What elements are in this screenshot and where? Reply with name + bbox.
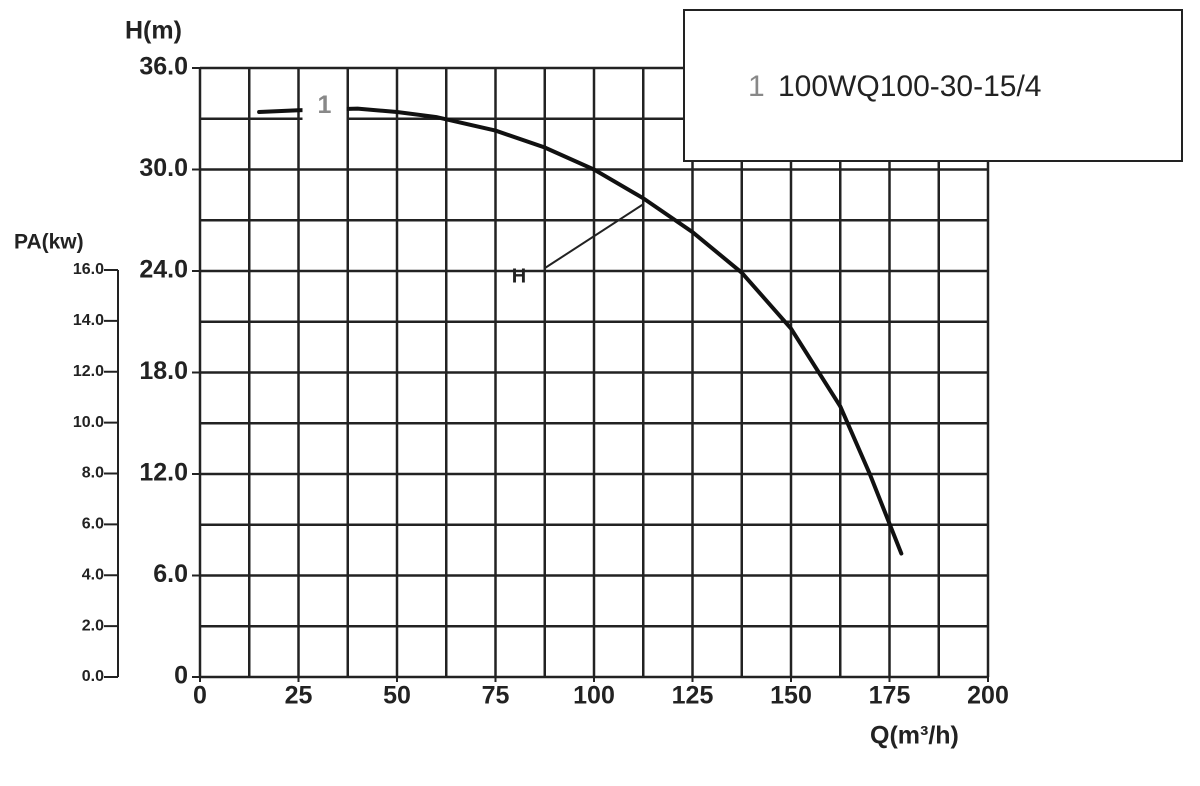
curve-label: 1 [318,91,332,119]
x-axis-label: Q(m³/h) [870,722,959,750]
x-tick-label: 200 [967,682,1009,710]
y-tick-label: 24.0 [139,256,188,284]
y2-tick-label: 10.0 [73,414,104,431]
legend-number: 1 [748,70,765,103]
y-tick-label: 30.0 [139,154,188,182]
line-series [257,106,904,556]
x-tick-label: 25 [285,682,313,710]
x-tick-label: 150 [770,682,812,710]
legend-text: 100WQ100-30-15/4 [778,70,1042,103]
x-tick-label: 100 [573,682,615,710]
y2-tick-label: 16.0 [73,261,104,278]
x-tick-label: 0 [193,682,207,710]
y2-tick-label: 8.0 [82,465,104,482]
x-tick-label: 75 [482,682,510,710]
y2-axis-label: PA(kw) [14,231,84,254]
y-tick-label: 18.0 [139,357,188,385]
x-tick-label: 50 [383,682,411,710]
y2-tick-label: 4.0 [82,566,104,583]
x-tick-label: 175 [869,682,911,710]
y-tick-label: 0 [174,662,188,690]
y-tick-label: 6.0 [153,560,188,588]
y2-tick-label: 0.0 [82,668,104,685]
series-label: H [512,265,526,287]
y-tick-label: 12.0 [139,459,188,487]
y2-tick-label: 6.0 [82,516,104,533]
y-tick-label: 36.0 [139,53,188,81]
legend-box [683,9,1183,162]
y-axis-label: H(m) [125,17,182,45]
y2-tick-label: 2.0 [82,617,104,634]
y2-tick-label: 14.0 [73,312,104,329]
curve-label-bg [302,88,347,123]
x-tick-label: 125 [672,682,714,710]
y2-tick-label: 12.0 [73,363,104,380]
leader-line [544,203,644,269]
